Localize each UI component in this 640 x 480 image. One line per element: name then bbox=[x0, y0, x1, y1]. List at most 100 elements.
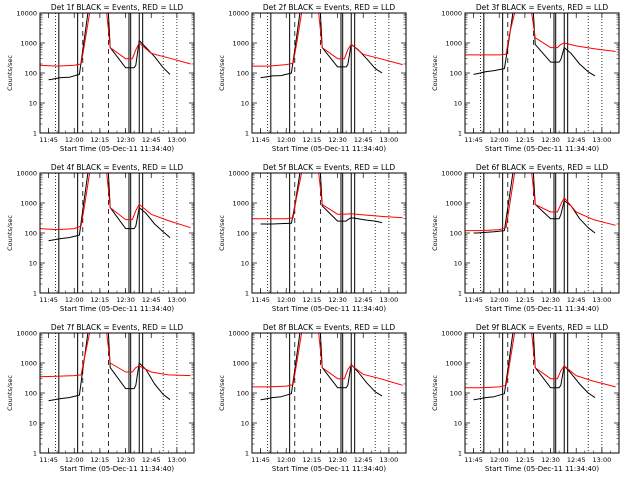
x-tick-label: 11:45 bbox=[464, 296, 483, 304]
x-tick-label: 12:30 bbox=[116, 136, 135, 144]
y-tick-label: 10 bbox=[454, 260, 462, 268]
x-tick-label: 11:45 bbox=[251, 456, 270, 464]
x-tick-label: 12:30 bbox=[541, 296, 560, 304]
y-tick-label: 1 bbox=[33, 290, 37, 298]
x-tick-label: 11:45 bbox=[464, 456, 483, 464]
y-tick-label: 10000 bbox=[16, 170, 37, 178]
x-tick-label: 12:30 bbox=[328, 456, 347, 464]
x-tick-label: 12:15 bbox=[516, 136, 535, 144]
y-axis-label: Counts/sec bbox=[218, 375, 226, 411]
y-tick-label: 100 bbox=[237, 390, 249, 398]
plot-frame bbox=[251, 12, 407, 134]
series-lld-line bbox=[39, 12, 191, 67]
y-tick-label: 100 bbox=[25, 390, 37, 398]
y-tick-label: 1000 bbox=[20, 200, 37, 208]
x-tick-label: 12:00 bbox=[65, 296, 84, 304]
x-tick-label: 12:30 bbox=[541, 136, 560, 144]
series-lld-line bbox=[465, 332, 616, 389]
y-tick-label: 1 bbox=[245, 130, 249, 138]
x-tick-label: 11:45 bbox=[251, 136, 270, 144]
series-events-line bbox=[260, 12, 383, 79]
y-tick-label: 100 bbox=[450, 70, 462, 78]
x-tick-label: 12:15 bbox=[91, 136, 110, 144]
x-axis-label: Start Time (05-Dec-11 11:34:40) bbox=[60, 465, 174, 473]
panel-title: Det 4f BLACK = Events, RED = LLD bbox=[51, 163, 184, 172]
x-tick-label: 12:15 bbox=[91, 296, 110, 304]
series-events-line bbox=[48, 172, 171, 242]
x-tick-label: 12:00 bbox=[65, 136, 84, 144]
y-tick-label: 10 bbox=[241, 420, 249, 428]
plot-frame bbox=[464, 172, 620, 294]
panel-title: Det 6f BLACK = Events, RED = LLD bbox=[476, 163, 609, 172]
panel-det-5: Det 5f BLACK = Events, RED = LLD Counts/s… bbox=[218, 163, 407, 313]
x-tick-label: 12:45 bbox=[567, 296, 586, 304]
y-tick-label: 10 bbox=[454, 420, 462, 428]
x-tick-label: 12:15 bbox=[303, 456, 322, 464]
plot-frame bbox=[39, 172, 195, 294]
series-events-line bbox=[473, 12, 596, 77]
y-tick-label: 100 bbox=[25, 70, 37, 78]
y-tick-label: 1000 bbox=[232, 360, 249, 368]
y-tick-label: 100 bbox=[450, 390, 462, 398]
x-tick-label: 11:45 bbox=[464, 136, 483, 144]
y-axis-label: Counts/sec bbox=[218, 55, 226, 91]
x-axis-label: Start Time (05-Dec-11 11:34:40) bbox=[272, 465, 386, 473]
series-lld-line bbox=[252, 172, 403, 220]
series-lld-line bbox=[465, 12, 616, 56]
series-events-line bbox=[473, 172, 596, 234]
x-tick-label: 12:45 bbox=[142, 456, 161, 464]
series-lld-line bbox=[39, 332, 191, 378]
y-tick-label: 1000 bbox=[445, 40, 462, 48]
y-tick-label: 10000 bbox=[228, 10, 249, 18]
y-axis-label: Counts/sec bbox=[6, 55, 14, 91]
x-tick-label: 12:00 bbox=[65, 456, 84, 464]
panel-title: Det 1f BLACK = Events, RED = LLD bbox=[51, 3, 184, 12]
y-tick-label: 10000 bbox=[228, 170, 249, 178]
x-tick-label: 12:00 bbox=[490, 456, 509, 464]
series-lld-line bbox=[252, 12, 403, 67]
y-tick-label: 1000 bbox=[232, 40, 249, 48]
x-tick-label: 12:00 bbox=[277, 296, 296, 304]
panel-det-2: Det 2f BLACK = Events, RED = LLD Counts/s… bbox=[218, 3, 407, 153]
x-tick-label: 12:00 bbox=[490, 296, 509, 304]
x-tick-label: 12:15 bbox=[303, 136, 322, 144]
y-tick-label: 1 bbox=[458, 130, 462, 138]
x-tick-label: 12:30 bbox=[116, 296, 135, 304]
x-tick-label: 12:45 bbox=[567, 456, 586, 464]
x-tick-label: 12:15 bbox=[516, 296, 535, 304]
y-tick-label: 10000 bbox=[441, 170, 462, 178]
y-tick-label: 100 bbox=[237, 70, 249, 78]
y-tick-label: 100 bbox=[450, 230, 462, 238]
x-tick-label: 12:15 bbox=[303, 296, 322, 304]
x-tick-label: 13:00 bbox=[593, 296, 612, 304]
y-tick-label: 1 bbox=[245, 290, 249, 298]
x-tick-label: 13:00 bbox=[593, 136, 612, 144]
x-tick-label: 12:45 bbox=[567, 136, 586, 144]
y-axis-label: Counts/sec bbox=[218, 215, 226, 251]
x-axis-label: Start Time (05-Dec-11 11:34:40) bbox=[485, 145, 599, 153]
x-tick-label: 13:00 bbox=[380, 456, 399, 464]
x-tick-label: 11:45 bbox=[39, 456, 58, 464]
x-tick-label: 11:45 bbox=[39, 136, 58, 144]
panel-title: Det 8f BLACK = Events, RED = LLD bbox=[263, 323, 396, 332]
x-tick-label: 13:00 bbox=[168, 456, 187, 464]
panel-det-4: Det 4f BLACK = Events, RED = LLD Counts/s… bbox=[6, 163, 195, 313]
series-events-line bbox=[473, 332, 596, 401]
x-tick-label: 12:45 bbox=[354, 456, 373, 464]
y-tick-label: 1000 bbox=[445, 360, 462, 368]
x-tick-label: 12:45 bbox=[142, 136, 161, 144]
panel-title: Det 7f BLACK = Events, RED = LLD bbox=[51, 323, 184, 332]
y-tick-label: 1 bbox=[458, 450, 462, 458]
x-tick-label: 12:45 bbox=[354, 136, 373, 144]
panel-det-6: Det 6f BLACK = Events, RED = LLD Counts/s… bbox=[431, 163, 620, 313]
panel-title: Det 3f BLACK = Events, RED = LLD bbox=[476, 3, 609, 12]
panel-det-9: Det 9f BLACK = Events, RED = LLD Counts/s… bbox=[431, 323, 620, 473]
x-tick-label: 12:30 bbox=[328, 136, 347, 144]
y-tick-label: 10 bbox=[29, 260, 37, 268]
plot-frame bbox=[464, 332, 620, 454]
x-axis-label: Start Time (05-Dec-11 11:34:40) bbox=[60, 305, 174, 313]
y-axis-label: Counts/sec bbox=[431, 375, 439, 411]
y-tick-label: 10 bbox=[29, 420, 37, 428]
series-lld-line bbox=[39, 172, 191, 231]
